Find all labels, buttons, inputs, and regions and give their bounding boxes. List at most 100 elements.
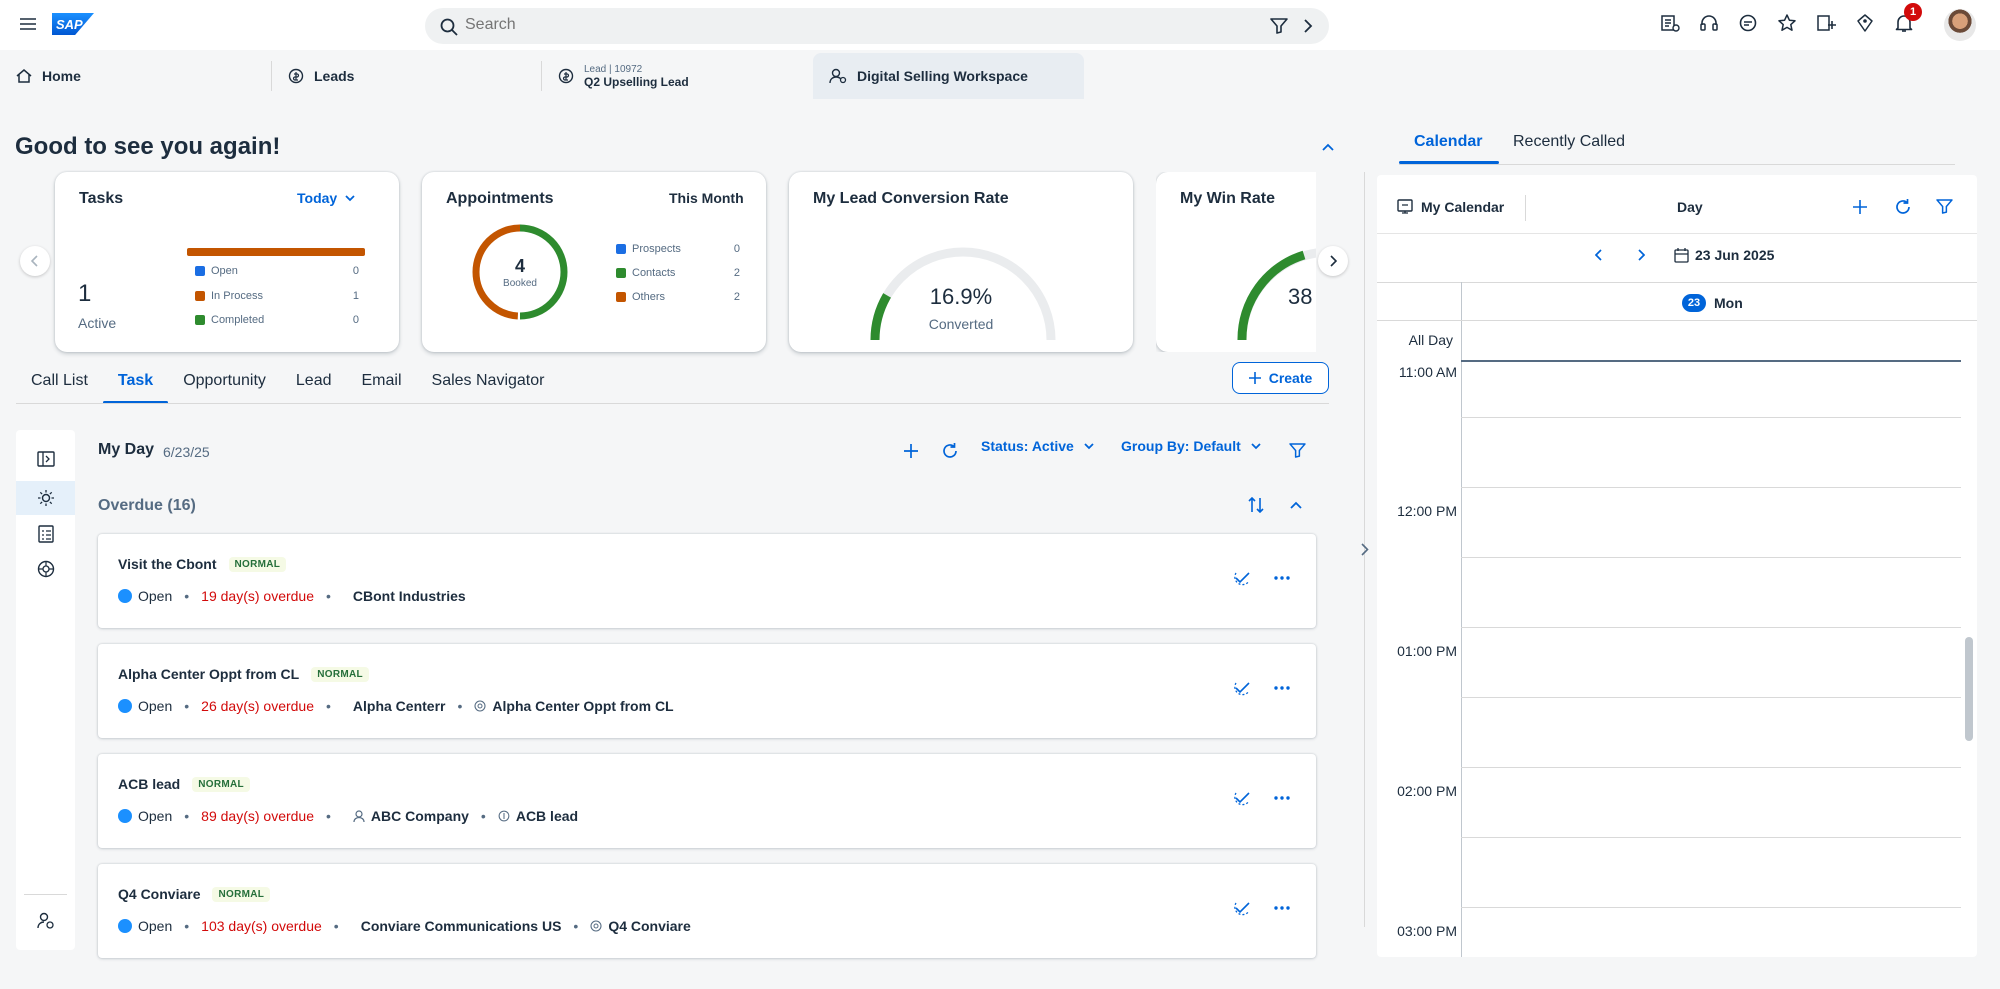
- tab-leads[interactable]: Leads: [272, 53, 542, 99]
- complete-task-icon[interactable]: [1234, 900, 1252, 916]
- task-account[interactable]: Conviare Communications US: [360, 918, 562, 934]
- sap-logo[interactable]: SAP: [52, 13, 94, 35]
- more-options-icon[interactable]: [1274, 576, 1290, 580]
- tab-recently-called[interactable]: Recently Called: [1513, 133, 1626, 150]
- task-card[interactable]: Q4 Conviare NORMAL Open • 103 day(s) ove…: [98, 864, 1316, 958]
- task-account[interactable]: CBont Industries: [352, 588, 466, 604]
- tab-divider: [16, 403, 1329, 404]
- task-title[interactable]: ACB lead: [118, 776, 181, 792]
- user-avatar[interactable]: [1944, 9, 1976, 41]
- opportunity-icon: [590, 920, 602, 932]
- prev-day-icon[interactable]: [1595, 249, 1603, 261]
- tab-lead[interactable]: Lead: [295, 372, 332, 389]
- task-title[interactable]: Visit the Cbont: [118, 556, 217, 572]
- add-task-icon[interactable]: [1816, 13, 1836, 35]
- more-options-icon[interactable]: [1274, 906, 1290, 910]
- priority-tag: NORMAL: [311, 666, 369, 682]
- next-day-icon[interactable]: [1637, 249, 1645, 261]
- tab-call-list[interactable]: Call List: [31, 372, 88, 389]
- all-day-label: All Day: [1408, 332, 1453, 348]
- tag-icon[interactable]: [1855, 13, 1875, 35]
- filter-icon[interactable]: [1289, 443, 1306, 458]
- sort-icon[interactable]: [1248, 497, 1264, 513]
- carousel-prev-button[interactable]: [20, 246, 50, 276]
- add-appointment-button[interactable]: [1853, 200, 1867, 214]
- search-field[interactable]: [425, 8, 1329, 44]
- tab-digital-selling-workspace[interactable]: Digital Selling Workspace: [813, 53, 1084, 99]
- favorite-icon[interactable]: [1777, 13, 1797, 35]
- tasks-period-select[interactable]: Today: [297, 190, 355, 206]
- menu-icon[interactable]: [20, 17, 36, 31]
- tab-opportunity[interactable]: Opportunity: [183, 372, 266, 389]
- legend-prospects: Prospects 0: [616, 243, 740, 255]
- add-task-button[interactable]: [904, 444, 918, 458]
- tab-home[interactable]: Home: [0, 53, 272, 99]
- create-button[interactable]: Create: [1232, 362, 1329, 394]
- carousel-next-button[interactable]: [1318, 246, 1348, 276]
- conversion-rate-card[interactable]: My Lead Conversion Rate 16.9% Converted: [789, 172, 1133, 352]
- hour-label: 01:00 PM: [1397, 643, 1457, 659]
- headset-icon[interactable]: [1699, 13, 1719, 35]
- win-rate-card[interactable]: My Win Rate 38: [1156, 172, 1316, 352]
- chat-icon[interactable]: [1738, 13, 1758, 35]
- task-card[interactable]: ACB lead NORMAL Open • 89 day(s) overdue…: [98, 754, 1316, 848]
- date-picker[interactable]: 23 Jun 2025: [1674, 247, 1774, 263]
- appointments-card[interactable]: Appointments This Month 4 Booked Prospec…: [422, 172, 766, 352]
- right-tab-indicator: [1399, 161, 1499, 164]
- calendar-view-select[interactable]: Day: [1677, 199, 1703, 215]
- tab-lead-subtitle: Lead | 10972: [584, 63, 643, 75]
- tasks-period-label: Today: [297, 190, 338, 206]
- task-card[interactable]: Alpha Center Oppt from CL NORMAL Open • …: [98, 644, 1316, 738]
- filter-icon[interactable]: [1270, 18, 1288, 34]
- task-related-item[interactable]: Q4 Conviare: [590, 918, 691, 934]
- time-grid[interactable]: 11:00 AM 12:00 PM 01:00 PM 02:00 PM 03:0…: [1377, 361, 1961, 957]
- tab-q2-upselling-lead[interactable]: Lead | 10972 Q2 Upselling Lead: [542, 53, 812, 99]
- tab-lead-label: Q2 Upselling Lead: [584, 74, 689, 89]
- calendar-scrollbar[interactable]: [1965, 637, 1973, 741]
- more-options-icon[interactable]: [1274, 796, 1290, 800]
- task-card[interactable]: Visit the Cbont NORMAL Open • 19 day(s) …: [98, 534, 1316, 628]
- greeting-title: Good to see you again!: [15, 133, 281, 160]
- my-day-sun-icon[interactable]: [16, 481, 75, 515]
- date-picker-value: 23 Jun 2025: [1695, 247, 1775, 263]
- task-list-icon[interactable]: [16, 517, 75, 551]
- refresh-icon[interactable]: [941, 442, 959, 460]
- appointments-donut: [472, 224, 568, 320]
- complete-task-icon[interactable]: [1234, 570, 1252, 586]
- tab-task[interactable]: Task: [102, 366, 169, 404]
- complete-task-icon[interactable]: [1234, 790, 1252, 806]
- group-by-select[interactable]: Group By: Default: [1121, 438, 1261, 454]
- refresh-icon[interactable]: [1894, 198, 1912, 216]
- arrow-right-icon[interactable]: [1303, 19, 1313, 33]
- task-account[interactable]: Alpha Centerr: [352, 698, 446, 714]
- task-related-item[interactable]: Alpha Center Oppt from CL: [474, 698, 674, 714]
- task-overdue: 26 day(s) overdue: [201, 698, 314, 714]
- panel-collapse-icon[interactable]: [1356, 538, 1374, 560]
- hour-label: 03:00 PM: [1397, 923, 1457, 939]
- collapse-group-icon[interactable]: [1289, 500, 1303, 510]
- search-input[interactable]: [465, 16, 1165, 34]
- opportunity-icon[interactable]: [16, 552, 75, 586]
- tasks-card[interactable]: Tasks Today 1 Active Open 0 In Process 1 C…: [55, 172, 399, 352]
- conversion-gauge: [870, 247, 1056, 341]
- my-day-title: My Day: [98, 441, 155, 458]
- user-settings-icon[interactable]: [16, 904, 75, 938]
- task-title[interactable]: Alpha Center Oppt from CL: [118, 666, 300, 682]
- tab-calendar[interactable]: Calendar: [1414, 133, 1483, 150]
- filter-icon[interactable]: [1936, 199, 1953, 214]
- task-related-item[interactable]: ACB lead: [498, 808, 578, 824]
- task-title[interactable]: Q4 Conviare: [118, 886, 201, 902]
- appointments-period: This Month: [669, 190, 744, 206]
- complete-task-icon[interactable]: [1234, 680, 1252, 696]
- collapse-header-icon[interactable]: [1321, 142, 1335, 152]
- right-tab-divider: [1399, 164, 1955, 165]
- task-account[interactable]: ABC Company: [353, 808, 469, 824]
- tab-email[interactable]: Email: [361, 372, 402, 389]
- status-filter-select[interactable]: Status: Active: [981, 438, 1094, 454]
- more-options-icon[interactable]: [1274, 686, 1290, 690]
- my-calendar-label[interactable]: My Calendar: [1421, 199, 1505, 215]
- tab-sales-navigator[interactable]: Sales Navigator: [431, 372, 545, 389]
- panel-splitter[interactable]: [1364, 172, 1365, 927]
- worklist-icon[interactable]: [1660, 13, 1680, 35]
- expand-panel-icon[interactable]: [16, 442, 75, 476]
